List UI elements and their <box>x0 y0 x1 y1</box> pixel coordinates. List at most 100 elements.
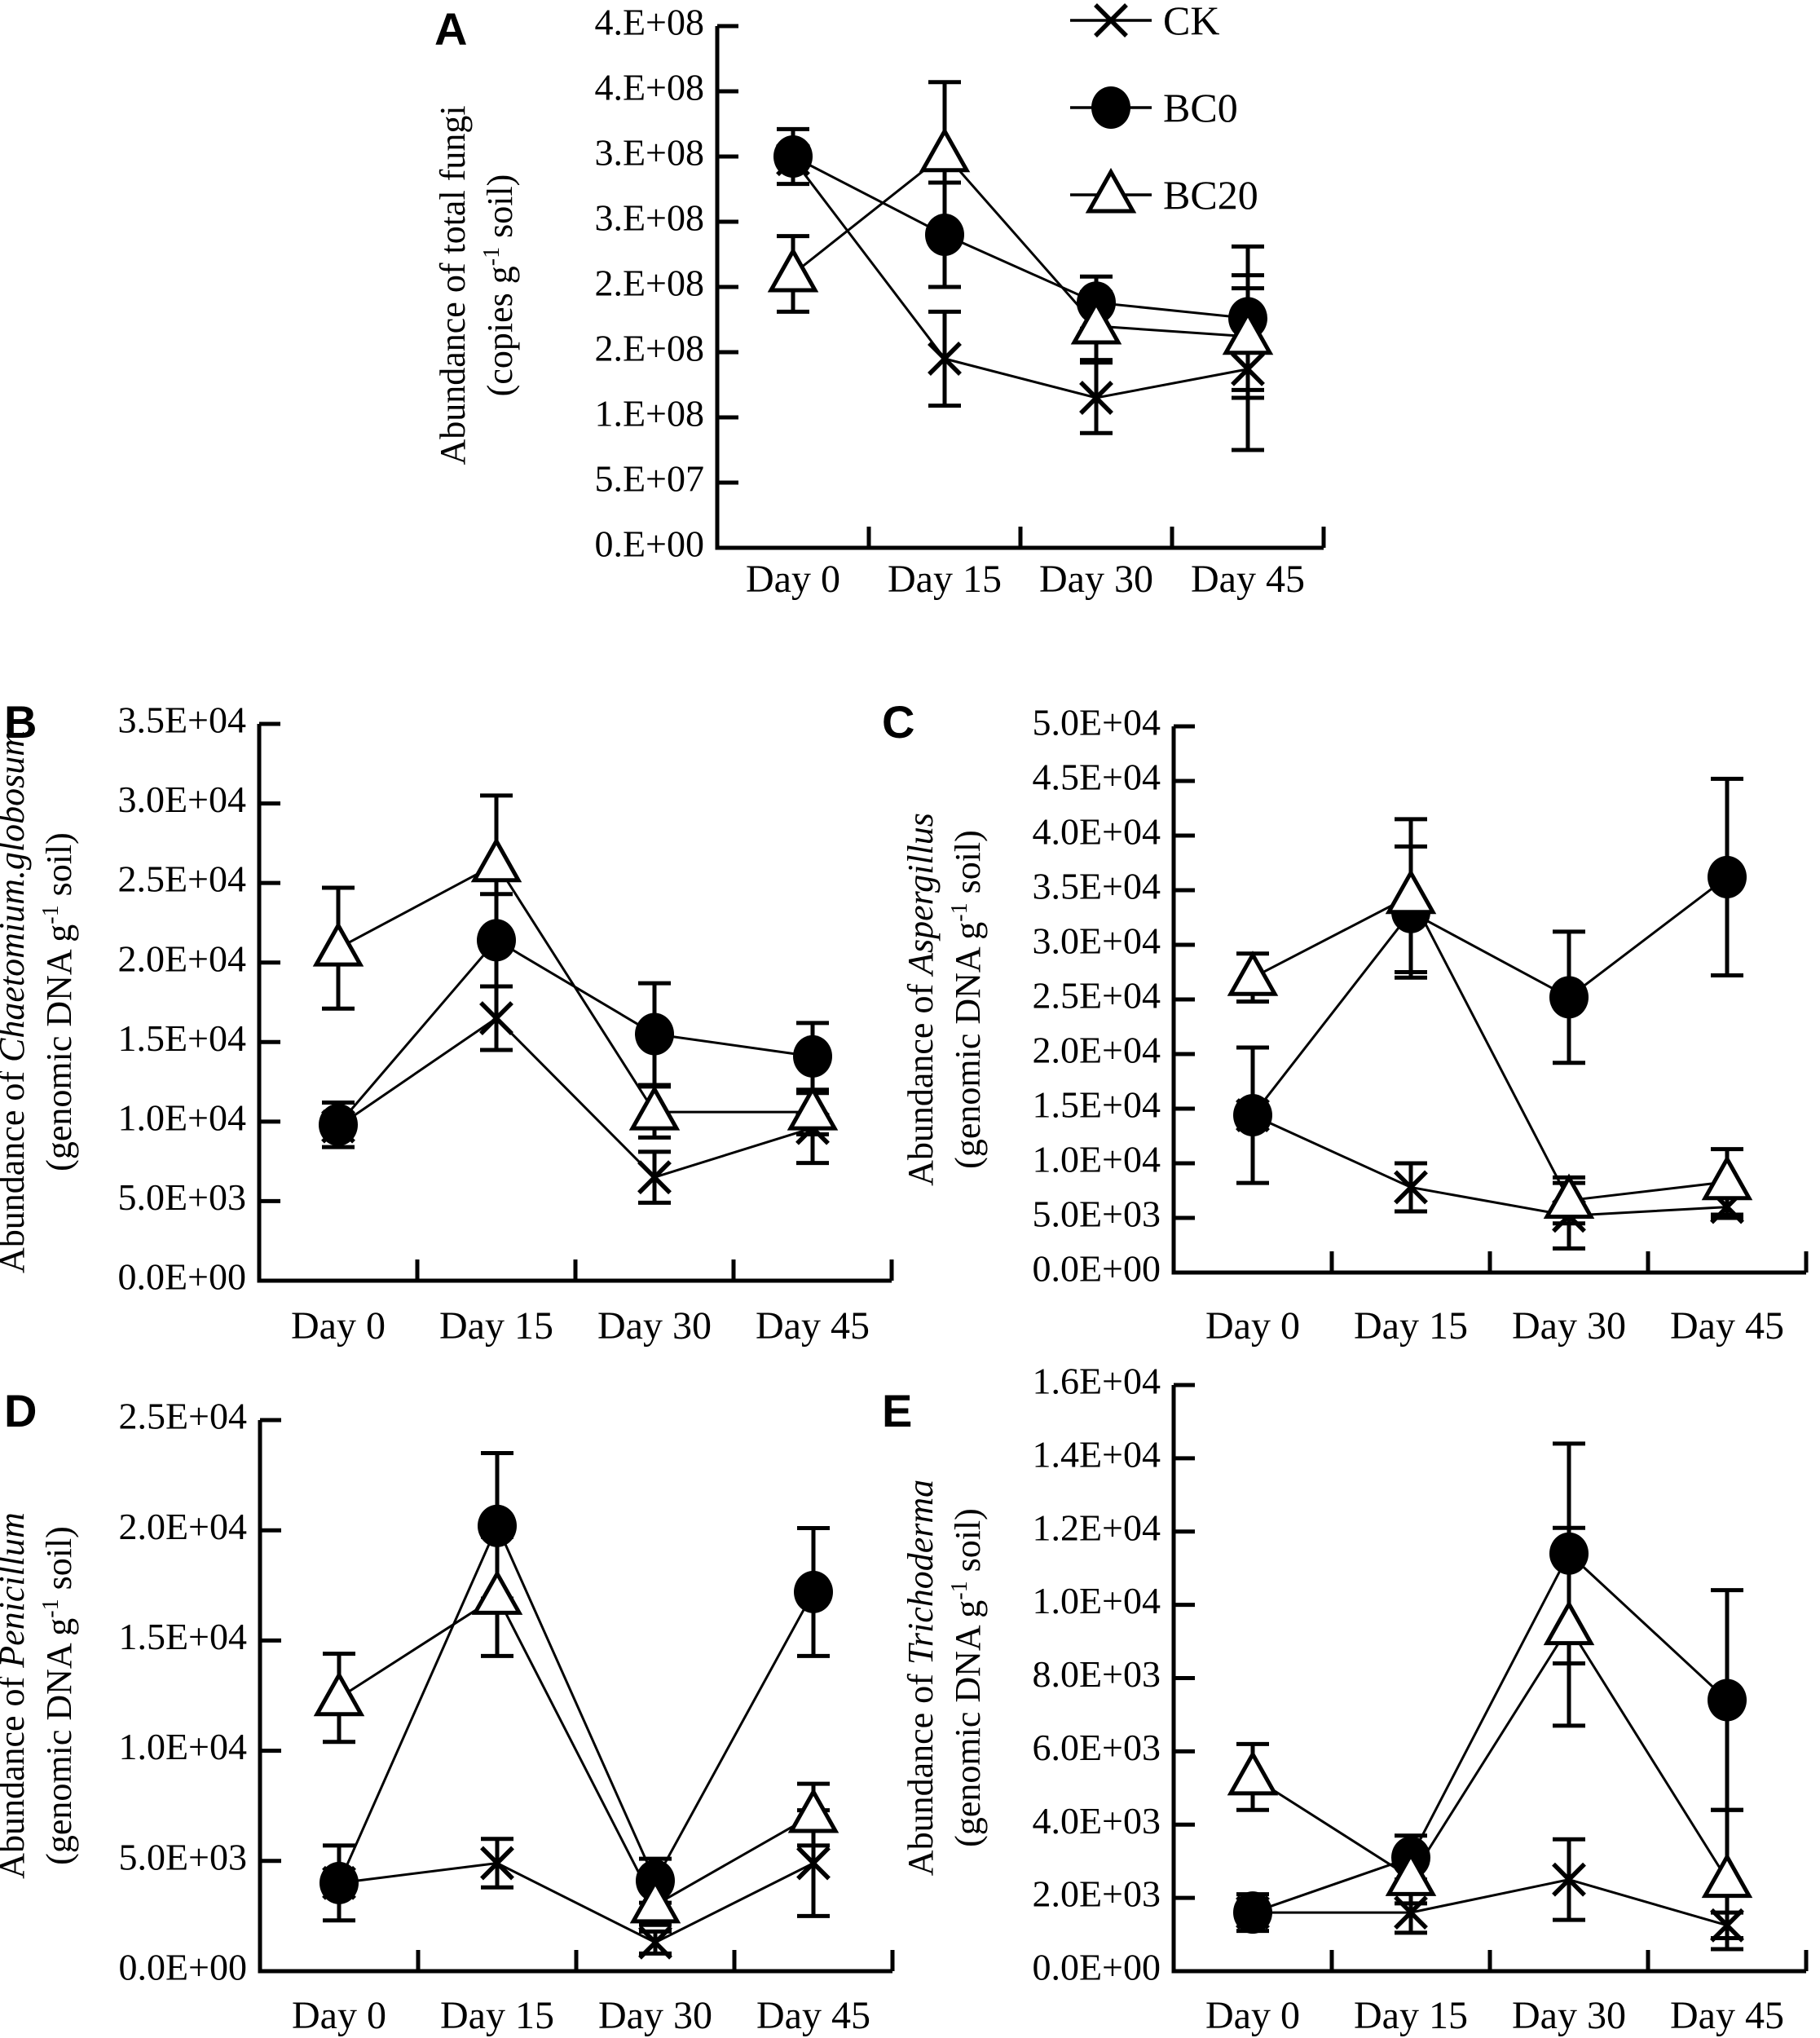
series-bc20 <box>1227 817 1753 1226</box>
panel-a-axes <box>715 24 1326 550</box>
y-tick-label: 1.2E+04 <box>1032 1506 1161 1548</box>
x-tick-label: Day 15 <box>888 558 1002 601</box>
ck-marker <box>1079 381 1113 415</box>
panel-b-axes <box>257 721 894 1283</box>
legend-item-ck: CK <box>1070 0 1219 43</box>
svg-text:(copies g-1 soil): (copies g-1 soil) <box>479 174 520 397</box>
y-tick-label: 1.0E+04 <box>1032 1139 1161 1180</box>
bc20-marker <box>1701 1154 1753 1201</box>
bc20-marker <box>767 246 819 293</box>
bc20-marker <box>919 126 971 173</box>
ck-marker <box>638 1925 672 1960</box>
bc0-marker <box>773 135 813 178</box>
y-tick-label: 5.0E+03 <box>117 1176 246 1218</box>
bc0-marker <box>793 1034 832 1078</box>
y-tick-label: 5.0E+03 <box>1032 1193 1161 1235</box>
y-tick-label: 5.0E+04 <box>1032 702 1161 743</box>
panel-d: 0.0E+00 5.0E+03 1.0E+04 1.5E+04 2.0E+04 2.5E+… <box>0 1385 895 2037</box>
bc20-marker <box>312 921 364 967</box>
panel-letter-d: D <box>4 1385 37 1436</box>
y-tick-label: 1.4E+04 <box>1032 1433 1161 1475</box>
y-tick-label: 2.0E+04 <box>1032 1030 1161 1071</box>
ck-marker <box>796 1846 831 1881</box>
bc20-marker <box>1227 951 1279 996</box>
svg-text:Abundance of total fungi: Abundance of total fungi <box>433 105 473 465</box>
bc0-marker <box>319 1861 359 1904</box>
y-tick-label: 1.0E+04 <box>1032 1580 1161 1621</box>
y-tick-label: 0.0E+00 <box>117 1256 246 1298</box>
legend-open-triangle-icon <box>1085 167 1137 214</box>
x-tick-label: Day 0 <box>746 558 840 601</box>
bc0-marker <box>1233 1094 1272 1137</box>
x-tick-label: Day 30 <box>1039 558 1153 601</box>
series-bc0 <box>319 1451 833 1923</box>
y-tick-label: 2.5E+04 <box>1032 975 1161 1017</box>
bc0-marker <box>319 1103 358 1146</box>
y-tick-label: 1.6E+04 <box>1032 1361 1161 1402</box>
svg-text:Abundance of Chaetomium.globos: Abundance of Chaetomium.globosum <box>0 730 32 1273</box>
legend-filled-circle-icon <box>1091 86 1130 129</box>
y-tick-label: 8.0E+03 <box>1032 1653 1161 1695</box>
svg-text:(genomic DNA g-1 soil): (genomic DNA g-1 soil) <box>947 1508 988 1847</box>
bc20-marker <box>1543 1599 1595 1646</box>
bc20-marker <box>787 1085 839 1131</box>
x-tick-label: Day 45 <box>1670 1304 1784 1348</box>
y-tick-label: 0.0E+00 <box>1032 1947 1161 1988</box>
series-ck <box>776 142 1265 452</box>
bc20-marker <box>787 1787 839 1833</box>
legend-x-star-icon <box>1094 3 1128 37</box>
legend-label: CK <box>1163 0 1219 43</box>
ck-marker <box>928 342 962 376</box>
x-tick-label: Day 15 <box>440 1994 554 2037</box>
y-tick-label: 2.0E+03 <box>1032 1873 1161 1915</box>
y-tick-label: 3.5E+04 <box>117 699 246 741</box>
svg-text:(genomic DNA g-1 soil): (genomic DNA g-1 soil) <box>38 1526 79 1865</box>
svg-text:(genomic DNA g-1 soil): (genomic DNA g-1 soil) <box>38 832 79 1171</box>
y-tick-label: 2.E+08 <box>594 328 704 369</box>
panel-a: 0.E+00 5.E+07 1.E+08 2.E+08 2.E+08 3.E+08 3.E+… <box>433 0 1326 601</box>
bc20-marker <box>1222 309 1274 355</box>
y-tick-label: 0.0E+00 <box>1032 1248 1161 1290</box>
bc20-marker <box>1070 298 1122 345</box>
ck-marker <box>480 1846 514 1881</box>
y-tick-label: 2.0E+04 <box>118 1506 247 1547</box>
svg-text:Abundance of Aspergillus: Abundance of Aspergillus <box>901 813 941 1186</box>
y-tick-label: 4.0E+03 <box>1032 1800 1161 1842</box>
panel-letter-a: A <box>434 3 467 55</box>
bc20-marker <box>628 1085 681 1131</box>
panel-letter-c: C <box>882 696 914 748</box>
y-tick-label: 1.5E+04 <box>1032 1084 1161 1126</box>
panel-b-y-axis-title: Abundance of Chaetomium.globosum (genomic… <box>0 730 79 1273</box>
ck-marker <box>1394 1170 1428 1205</box>
panel-b: 0.0E+00 5.0E+03 1.0E+04 1.5E+04 2.0E+04 2.5E+… <box>0 696 894 1348</box>
y-tick-label: 2.0E+04 <box>117 937 246 979</box>
x-tick-label: Day 0 <box>1205 1994 1300 2037</box>
legend-label: BC20 <box>1163 172 1258 218</box>
y-tick-label: 1.0E+04 <box>117 1096 246 1138</box>
y-tick-label: 3.5E+04 <box>1032 866 1161 907</box>
y-tick-label: 1.5E+04 <box>118 1616 247 1657</box>
bc0-marker <box>1233 1891 1272 1934</box>
bc0-marker <box>1708 855 1747 898</box>
svg-text:Abundance of Penicillum: Abundance of Penicillum <box>0 1512 32 1879</box>
y-tick-label: 1.E+08 <box>594 393 704 435</box>
ck-marker <box>637 1160 672 1195</box>
y-tick-label: 0.E+00 <box>594 523 704 565</box>
panel-d-axes <box>258 1418 895 1974</box>
series-bc20 <box>313 1534 839 1927</box>
bc20-marker <box>1385 1851 1437 1896</box>
panel-e: 0.0E+00 2.0E+03 4.0E+03 6.0E+03 8.0E+03 1.0E+… <box>882 1361 1809 2037</box>
x-tick-label: Day 0 <box>292 1994 386 2037</box>
bc0-marker <box>477 919 516 962</box>
y-tick-label: 1.0E+04 <box>118 1726 247 1767</box>
y-tick-label: 3.E+08 <box>594 197 704 239</box>
bc20-marker <box>470 836 522 883</box>
series-bc20 <box>767 80 1274 400</box>
y-tick-label: 4.E+08 <box>594 2 704 43</box>
svg-text:(genomic DNA g-1 soil): (genomic DNA g-1 soil) <box>947 830 988 1169</box>
panel-c: 0.0E+00 5.0E+03 1.0E+04 1.5E+04 2.0E+04 2.5E+… <box>882 696 1809 1348</box>
x-tick-label: Day 15 <box>1354 1304 1468 1348</box>
y-tick-label: 6.0E+03 <box>1032 1727 1161 1768</box>
